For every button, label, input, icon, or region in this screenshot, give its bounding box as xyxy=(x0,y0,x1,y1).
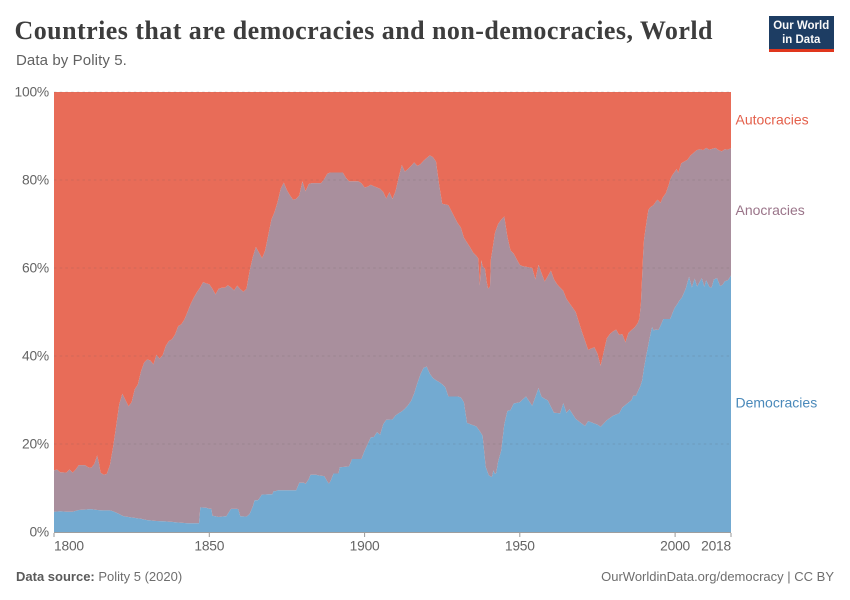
svg-text:Anocracies: Anocracies xyxy=(736,202,805,218)
svg-text:80%: 80% xyxy=(22,173,49,188)
svg-text:100%: 100% xyxy=(15,85,50,100)
svg-text:0%: 0% xyxy=(29,525,49,540)
svg-text:2018: 2018 xyxy=(701,539,731,554)
svg-text:40%: 40% xyxy=(22,349,49,364)
svg-text:60%: 60% xyxy=(22,261,49,276)
svg-text:1800: 1800 xyxy=(54,539,84,554)
svg-text:1850: 1850 xyxy=(194,539,224,554)
svg-text:Democracies: Democracies xyxy=(736,395,818,411)
svg-text:1900: 1900 xyxy=(350,539,380,554)
svg-text:20%: 20% xyxy=(22,437,49,452)
svg-text:2000: 2000 xyxy=(660,539,690,554)
svg-text:Autocracies: Autocracies xyxy=(736,112,809,128)
svg-text:1950: 1950 xyxy=(505,539,535,554)
